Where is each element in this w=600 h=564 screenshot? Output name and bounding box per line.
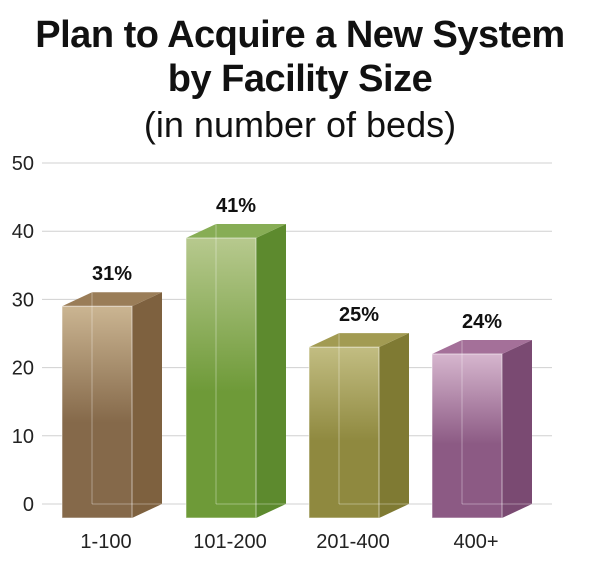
y-tick-label: 10: [12, 426, 34, 448]
y-tick-label: 50: [12, 153, 34, 175]
x-tick-label: 1-100: [80, 531, 131, 553]
bar-outline: [185, 237, 257, 519]
bar-outline: [431, 353, 503, 519]
y-tick-label: 0: [23, 494, 34, 516]
bar-201-400: [308, 333, 409, 519]
x-tick-label: 201-400: [316, 531, 389, 553]
chart-subtitle: (in number of beds): [143, 104, 457, 145]
data-label: 25%: [339, 304, 379, 326]
y-tick-label: 30: [12, 289, 34, 311]
y-tick-label: 40: [12, 221, 34, 243]
data-label: 24%: [462, 311, 502, 333]
bar-top: [432, 339, 532, 354]
bar-front: [309, 347, 379, 518]
chart-title-line2: by Facility Size: [167, 58, 433, 100]
bar-101-200: [185, 224, 286, 519]
bar-front: [432, 353, 502, 518]
bar-top: [186, 224, 286, 239]
bar-top: [309, 333, 409, 348]
bar-side: [256, 224, 286, 518]
bar-outline: [61, 305, 133, 519]
bar-side: [379, 333, 409, 518]
y-tick-label: 20: [12, 358, 34, 380]
x-tick-label: 101-200: [193, 531, 266, 553]
chart-title-line1: Plan to Acquire a New System: [35, 14, 565, 56]
bar-outline: [308, 346, 380, 519]
bar-top: [62, 292, 162, 307]
bar-400+: [431, 339, 532, 519]
data-label: 41%: [216, 195, 256, 217]
bar-front: [62, 306, 132, 518]
bar-side: [502, 339, 532, 518]
bar-side: [132, 292, 162, 518]
x-tick-label: 400+: [453, 531, 498, 553]
bar-1-100: [61, 292, 162, 519]
bar-front: [186, 238, 256, 518]
data-label: 31%: [92, 263, 132, 285]
